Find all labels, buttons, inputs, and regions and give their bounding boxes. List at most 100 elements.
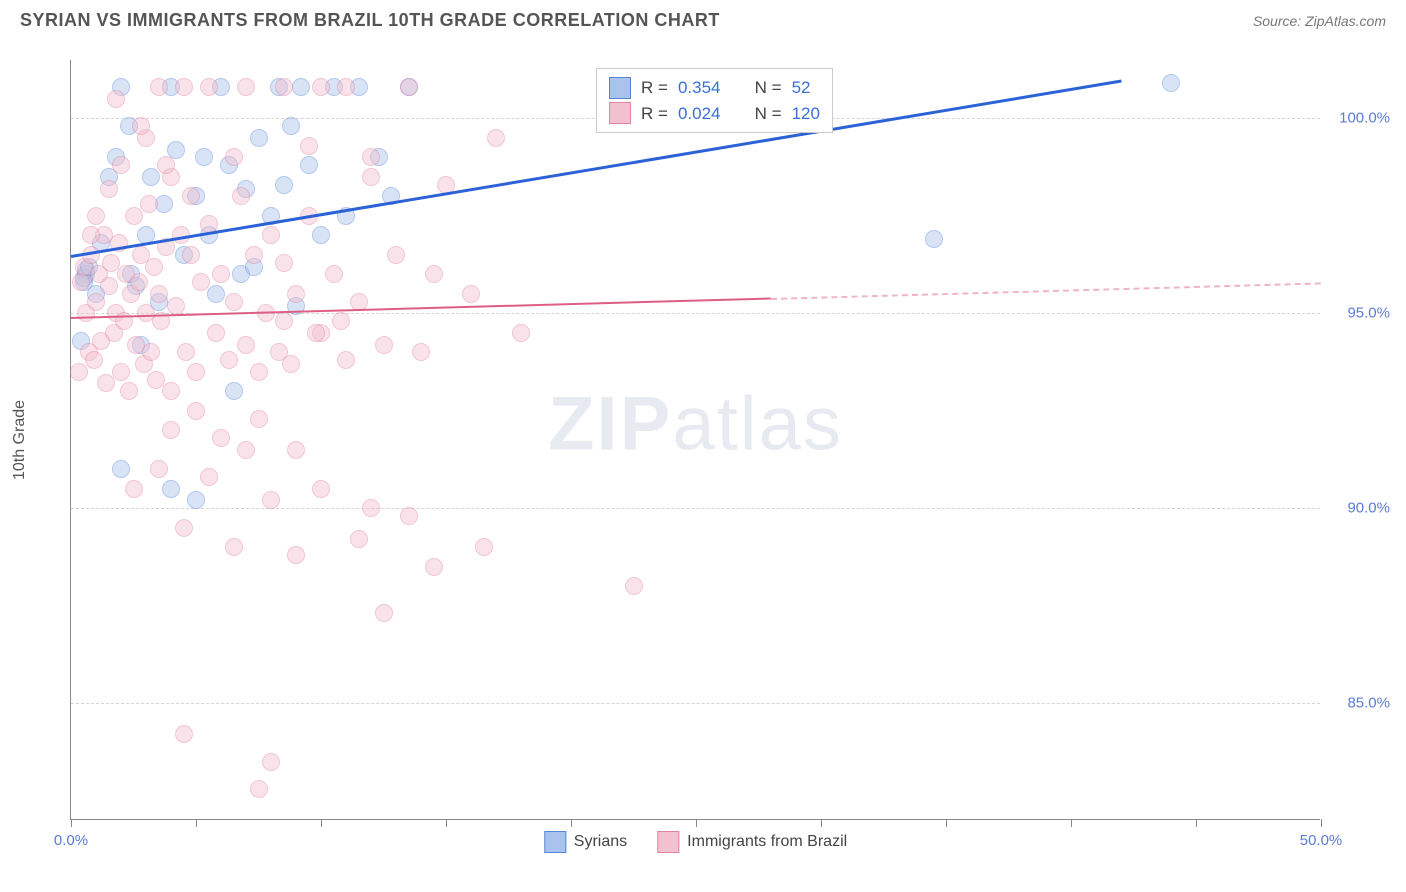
scatter-point	[487, 129, 505, 147]
scatter-point	[375, 336, 393, 354]
scatter-point	[625, 577, 643, 595]
scatter-point	[132, 117, 150, 135]
y-tick-label: 100.0%	[1339, 110, 1390, 127]
x-tick	[321, 819, 322, 827]
scatter-point	[225, 538, 243, 556]
scatter-point	[400, 507, 418, 525]
scatter-point	[232, 187, 250, 205]
legend-bottom-label: Immigrants from Brazil	[687, 833, 847, 851]
scatter-point	[85, 351, 103, 369]
scatter-point	[162, 421, 180, 439]
scatter-point	[100, 277, 118, 295]
scatter-point	[187, 363, 205, 381]
scatter-point	[112, 460, 130, 478]
x-tick	[696, 819, 697, 827]
scatter-point	[312, 480, 330, 498]
scatter-point	[175, 725, 193, 743]
plot-area: ZIPatlas SyriansImmigrants from Brazil 8…	[70, 60, 1320, 820]
scatter-point	[112, 156, 130, 174]
legend-n-value: 120	[792, 101, 820, 127]
scatter-point	[245, 246, 263, 264]
scatter-point	[475, 538, 493, 556]
scatter-point	[125, 207, 143, 225]
legend-bottom: Syrians Immigrants from Brazil	[544, 831, 847, 853]
scatter-point	[175, 519, 193, 537]
legend-r-value: 0.024	[678, 101, 721, 127]
x-tick	[446, 819, 447, 827]
x-tick	[196, 819, 197, 827]
scatter-point	[250, 780, 268, 798]
scatter-point	[250, 410, 268, 428]
scatter-point	[162, 480, 180, 498]
legend-swatch	[657, 831, 679, 853]
scatter-point	[142, 168, 160, 186]
scatter-point	[462, 285, 480, 303]
legend-swatch	[544, 831, 566, 853]
scatter-point	[292, 78, 310, 96]
watermark: ZIPatlas	[548, 381, 843, 468]
scatter-point	[275, 78, 293, 96]
scatter-point	[362, 148, 380, 166]
scatter-point	[275, 176, 293, 194]
scatter-point	[262, 226, 280, 244]
scatter-point	[325, 265, 343, 283]
scatter-point	[107, 90, 125, 108]
gridline-h	[71, 508, 1320, 509]
scatter-point	[262, 753, 280, 771]
scatter-point	[150, 460, 168, 478]
legend-top-row: R = 0.354 N = 52	[609, 75, 820, 101]
scatter-point	[150, 78, 168, 96]
chart-source: Source: ZipAtlas.com	[1253, 13, 1386, 29]
scatter-point	[182, 246, 200, 264]
scatter-point	[350, 530, 368, 548]
y-tick-label: 85.0%	[1347, 695, 1390, 712]
scatter-point	[187, 402, 205, 420]
legend-top: R = 0.354 N = 52R = 0.024 N = 120	[596, 68, 833, 133]
scatter-point	[425, 558, 443, 576]
scatter-point	[250, 363, 268, 381]
scatter-point	[262, 491, 280, 509]
scatter-point	[362, 499, 380, 517]
trend-line	[771, 282, 1321, 300]
scatter-point	[387, 246, 405, 264]
scatter-point	[142, 343, 160, 361]
scatter-point	[167, 141, 185, 159]
scatter-point	[200, 468, 218, 486]
scatter-point	[70, 363, 88, 381]
scatter-point	[207, 285, 225, 303]
scatter-point	[125, 480, 143, 498]
scatter-point	[250, 129, 268, 147]
scatter-point	[312, 78, 330, 96]
scatter-point	[282, 117, 300, 135]
scatter-point	[130, 273, 148, 291]
scatter-point	[332, 312, 350, 330]
scatter-point	[225, 148, 243, 166]
legend-swatch	[609, 77, 631, 99]
scatter-point	[157, 156, 175, 174]
scatter-point	[82, 226, 100, 244]
x-tick	[1196, 819, 1197, 827]
scatter-point	[337, 351, 355, 369]
scatter-point	[225, 293, 243, 311]
legend-bottom-item: Immigrants from Brazil	[657, 831, 847, 853]
scatter-point	[400, 78, 418, 96]
x-tick	[1321, 819, 1322, 827]
legend-n-value: 52	[792, 75, 811, 101]
scatter-point	[212, 265, 230, 283]
legend-top-row: R = 0.024 N = 120	[609, 101, 820, 127]
scatter-point	[287, 285, 305, 303]
scatter-point	[225, 382, 243, 400]
scatter-point	[187, 491, 205, 509]
scatter-point	[87, 207, 105, 225]
scatter-point	[212, 429, 230, 447]
scatter-point	[120, 382, 138, 400]
legend-bottom-label: Syrians	[574, 833, 627, 851]
scatter-point	[195, 148, 213, 166]
chart-title: SYRIAN VS IMMIGRANTS FROM BRAZIL 10TH GR…	[20, 10, 720, 31]
y-axis-label: 10th Grade	[11, 400, 29, 480]
scatter-point	[300, 137, 318, 155]
scatter-point	[425, 265, 443, 283]
scatter-point	[182, 187, 200, 205]
scatter-point	[287, 546, 305, 564]
scatter-point	[282, 355, 300, 373]
